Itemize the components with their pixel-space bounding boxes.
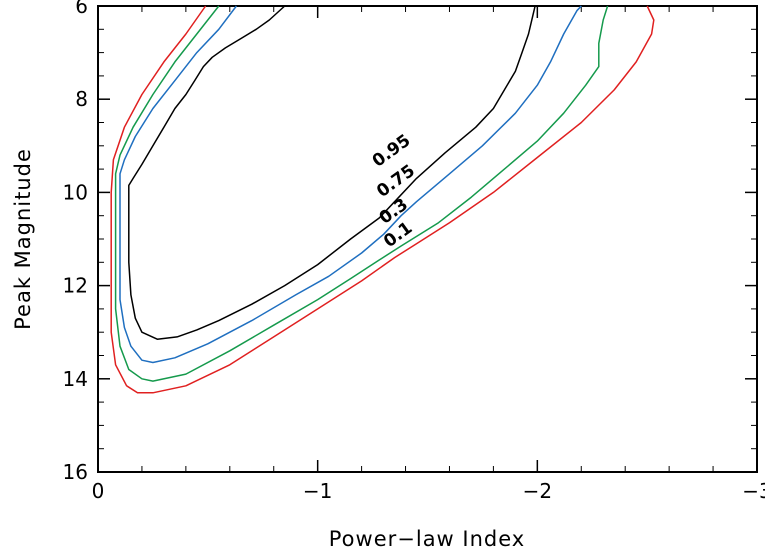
contour-line-0-3 bbox=[114, 5, 609, 382]
y-tick-label: 8 bbox=[75, 87, 88, 111]
y-tick-label: 6 bbox=[75, 0, 88, 18]
y-tick-label: 16 bbox=[63, 460, 88, 484]
y-tick-label: 12 bbox=[63, 274, 88, 298]
contour-line-0-95 bbox=[128, 5, 536, 340]
axis-ticks bbox=[97, 5, 758, 473]
tick-labels: 0 −1 −2 −3 6 8 10 12 14 16 bbox=[63, 0, 765, 503]
x-axis-title: Power−law Index bbox=[329, 527, 525, 551]
y-axis-title: Peak Magnitude bbox=[11, 148, 35, 330]
x-tick-label: −1 bbox=[303, 479, 332, 503]
contour-line-0-1 bbox=[110, 5, 655, 394]
x-tick-label: −3 bbox=[742, 479, 765, 503]
y-tick-label: 10 bbox=[63, 180, 88, 204]
y-tick-label: 14 bbox=[63, 367, 88, 391]
x-tick-label: 0 bbox=[92, 479, 105, 503]
x-tick-label: −2 bbox=[523, 479, 552, 503]
contour-labels: 0.950.750.30.1 bbox=[369, 131, 419, 252]
contour-lines bbox=[110, 5, 655, 394]
contour-line-0-75 bbox=[119, 5, 582, 364]
